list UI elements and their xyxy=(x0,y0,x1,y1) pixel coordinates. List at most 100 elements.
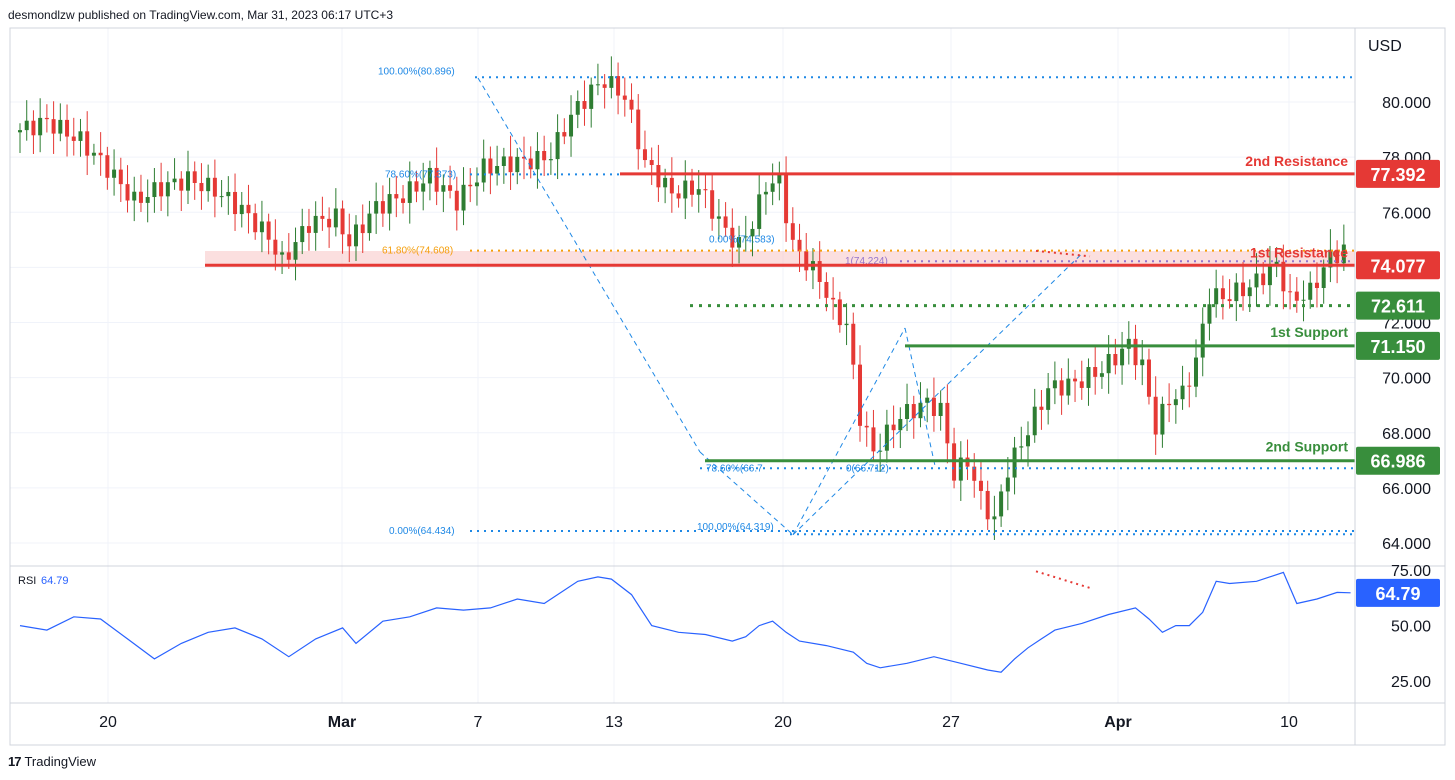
fib-label: 0.00%(74.583) xyxy=(709,235,775,246)
candle-body xyxy=(723,216,728,228)
candle-body xyxy=(145,197,150,203)
publisher-header: desmondlzw published on TradingView.com,… xyxy=(8,8,394,22)
candle-body xyxy=(663,177,668,188)
candle-body xyxy=(414,181,419,192)
candle-body xyxy=(1005,477,1010,492)
trend-line xyxy=(792,253,1083,536)
candle-body xyxy=(790,223,795,240)
candle-body xyxy=(1173,399,1178,406)
price-tick-label: 70.000 xyxy=(1382,371,1431,388)
candle-body xyxy=(522,156,526,159)
candle-body xyxy=(91,152,96,156)
candle-body xyxy=(374,201,379,214)
candle-body xyxy=(367,213,372,234)
trend-line xyxy=(792,327,906,535)
fib-lines: 100.00%(80.896) 78.60%(77.373) 61.80%(74.6… xyxy=(378,66,1355,537)
candle-body xyxy=(1113,354,1118,366)
candle-body xyxy=(582,101,587,109)
time-tick-label: Apr xyxy=(1104,714,1132,731)
candle-body xyxy=(239,204,244,215)
candle-body xyxy=(18,130,22,133)
candle-body xyxy=(1167,403,1172,406)
time-tick-label: 20 xyxy=(774,714,792,731)
candle-body xyxy=(730,227,735,248)
candle-body xyxy=(1247,287,1252,297)
candle-body xyxy=(206,177,211,192)
candle-body xyxy=(589,84,594,109)
candle-body xyxy=(905,404,910,419)
candle-body xyxy=(884,424,889,451)
candle-body xyxy=(1314,282,1319,289)
candle-body xyxy=(1194,357,1198,387)
candle-body xyxy=(1321,267,1326,289)
candle-body xyxy=(1026,435,1030,447)
time-tick-label: 10 xyxy=(1280,714,1298,731)
candle-body xyxy=(387,194,392,214)
candle-body xyxy=(871,427,876,452)
candle-body xyxy=(992,516,997,520)
candle-body xyxy=(642,149,647,161)
candle-body xyxy=(669,177,674,194)
candle-body xyxy=(938,402,943,416)
rsi-title: RSI xyxy=(18,575,36,587)
fib-label: 61.80%(74.608) xyxy=(382,246,453,257)
price-badge-label: 66.986 xyxy=(1370,452,1425,472)
candle-body xyxy=(1093,367,1098,377)
candle-body xyxy=(98,152,103,156)
candle-body xyxy=(105,155,110,178)
price-badge xyxy=(1356,251,1440,280)
candle-body xyxy=(636,109,641,150)
candle-body xyxy=(293,242,298,260)
level-lines: 2nd Resistance 1st Resistance 1st Support 2… xyxy=(205,153,1355,463)
candle-body xyxy=(911,404,916,419)
candle-body xyxy=(629,99,634,110)
candle-body xyxy=(931,397,936,416)
candle-body xyxy=(743,236,748,238)
candle-body xyxy=(945,402,950,444)
candle-body xyxy=(347,234,352,247)
candle-body xyxy=(474,182,479,187)
candle-body xyxy=(555,132,560,160)
candle-body xyxy=(461,184,466,211)
candle-body xyxy=(595,84,600,86)
candle-body xyxy=(51,119,56,134)
candle-body xyxy=(1234,282,1239,302)
candle-body xyxy=(226,191,231,197)
candle-body xyxy=(1120,348,1125,366)
candle-body xyxy=(246,204,251,214)
candle-body xyxy=(508,156,513,173)
candle-body xyxy=(1106,354,1111,374)
candle-body xyxy=(152,182,157,198)
fib-label: 78.60%(77.373) xyxy=(385,169,456,180)
candle-body xyxy=(1308,282,1313,300)
candle-body xyxy=(219,196,224,198)
candle-body xyxy=(1066,378,1071,396)
rsi-badge xyxy=(1356,578,1440,607)
price-tick-label: 64.000 xyxy=(1382,536,1431,553)
candle-body xyxy=(1140,359,1145,366)
time-ticks: 20 Mar 7 13 20 27 Apr 10 xyxy=(99,714,1298,731)
candle-body xyxy=(1335,249,1340,264)
candle-body xyxy=(844,323,849,326)
candle-body xyxy=(1126,338,1131,349)
candle-body xyxy=(1288,291,1293,293)
candle-body xyxy=(112,169,117,178)
candle-body xyxy=(434,167,439,192)
candle-body xyxy=(454,190,459,211)
candle-body xyxy=(394,194,399,199)
candle-body xyxy=(696,189,701,195)
candle-body xyxy=(999,491,1004,517)
candle-body xyxy=(266,221,271,240)
fib-label: 0.00%(64.434) xyxy=(389,526,455,537)
candle-body xyxy=(575,101,580,115)
candle-body xyxy=(824,281,829,298)
time-tick-label: 13 xyxy=(605,714,623,731)
candle-body xyxy=(804,251,809,271)
candle-body xyxy=(1012,447,1017,478)
candle-body xyxy=(31,120,36,136)
time-tick-label: 27 xyxy=(942,714,960,731)
candle-body xyxy=(1160,403,1165,435)
candle-body xyxy=(1200,323,1205,358)
rsi-value-text: 64.79 xyxy=(41,575,69,587)
price-badge xyxy=(1356,159,1440,188)
